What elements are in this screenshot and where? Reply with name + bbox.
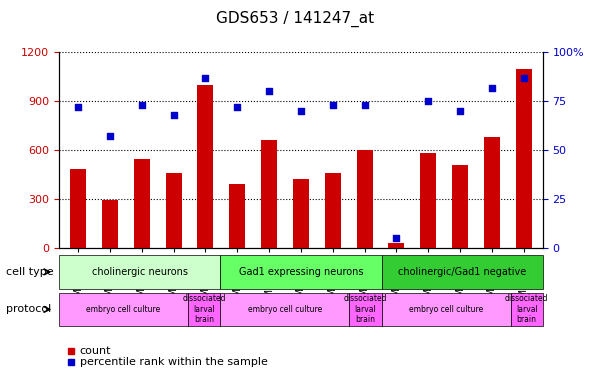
- Text: cell type: cell type: [6, 267, 54, 277]
- Bar: [356, 150, 372, 248]
- Bar: [324, 173, 340, 248]
- Text: cholinergic/Gad1 negative: cholinergic/Gad1 negative: [398, 267, 526, 277]
- Bar: [484, 137, 500, 248]
- Bar: [261, 140, 277, 248]
- Point: [105, 134, 114, 140]
- Text: GDS653 / 141247_at: GDS653 / 141247_at: [216, 11, 374, 27]
- Point: [169, 112, 178, 118]
- Text: embryo cell culture: embryo cell culture: [409, 305, 483, 314]
- Bar: [388, 243, 404, 248]
- Text: protocol: protocol: [6, 304, 51, 314]
- Bar: [166, 173, 182, 248]
- Point: [296, 108, 306, 114]
- Text: count: count: [80, 346, 111, 355]
- Point: [392, 235, 401, 241]
- Point: [73, 104, 83, 110]
- Text: dissociated
larval
brain: dissociated larval brain: [505, 294, 549, 324]
- Point: [360, 102, 369, 108]
- Text: embryo cell culture: embryo cell culture: [86, 305, 160, 314]
- Text: cholinergic neurons: cholinergic neurons: [91, 267, 188, 277]
- Point: [487, 85, 497, 91]
- Point: [137, 102, 146, 108]
- Point: [328, 102, 337, 108]
- Point: [519, 75, 529, 81]
- Text: percentile rank within the sample: percentile rank within the sample: [80, 357, 267, 367]
- Bar: [70, 170, 86, 248]
- Bar: [198, 85, 214, 248]
- Bar: [452, 165, 468, 248]
- Bar: [516, 69, 532, 248]
- Text: dissociated
larval
brain: dissociated larval brain: [343, 294, 387, 324]
- Bar: [293, 179, 309, 248]
- Bar: [230, 184, 245, 248]
- Text: Gad1 expressing neurons: Gad1 expressing neurons: [238, 267, 363, 277]
- Text: dissociated
larval
brain: dissociated larval brain: [182, 294, 226, 324]
- Point: [424, 98, 433, 104]
- Bar: [420, 153, 436, 248]
- Point: [201, 75, 210, 81]
- Text: embryo cell culture: embryo cell culture: [248, 305, 322, 314]
- Bar: [134, 159, 150, 248]
- Bar: [102, 200, 118, 248]
- Point: [232, 104, 242, 110]
- Point: [264, 88, 274, 94]
- Point: [455, 108, 465, 114]
